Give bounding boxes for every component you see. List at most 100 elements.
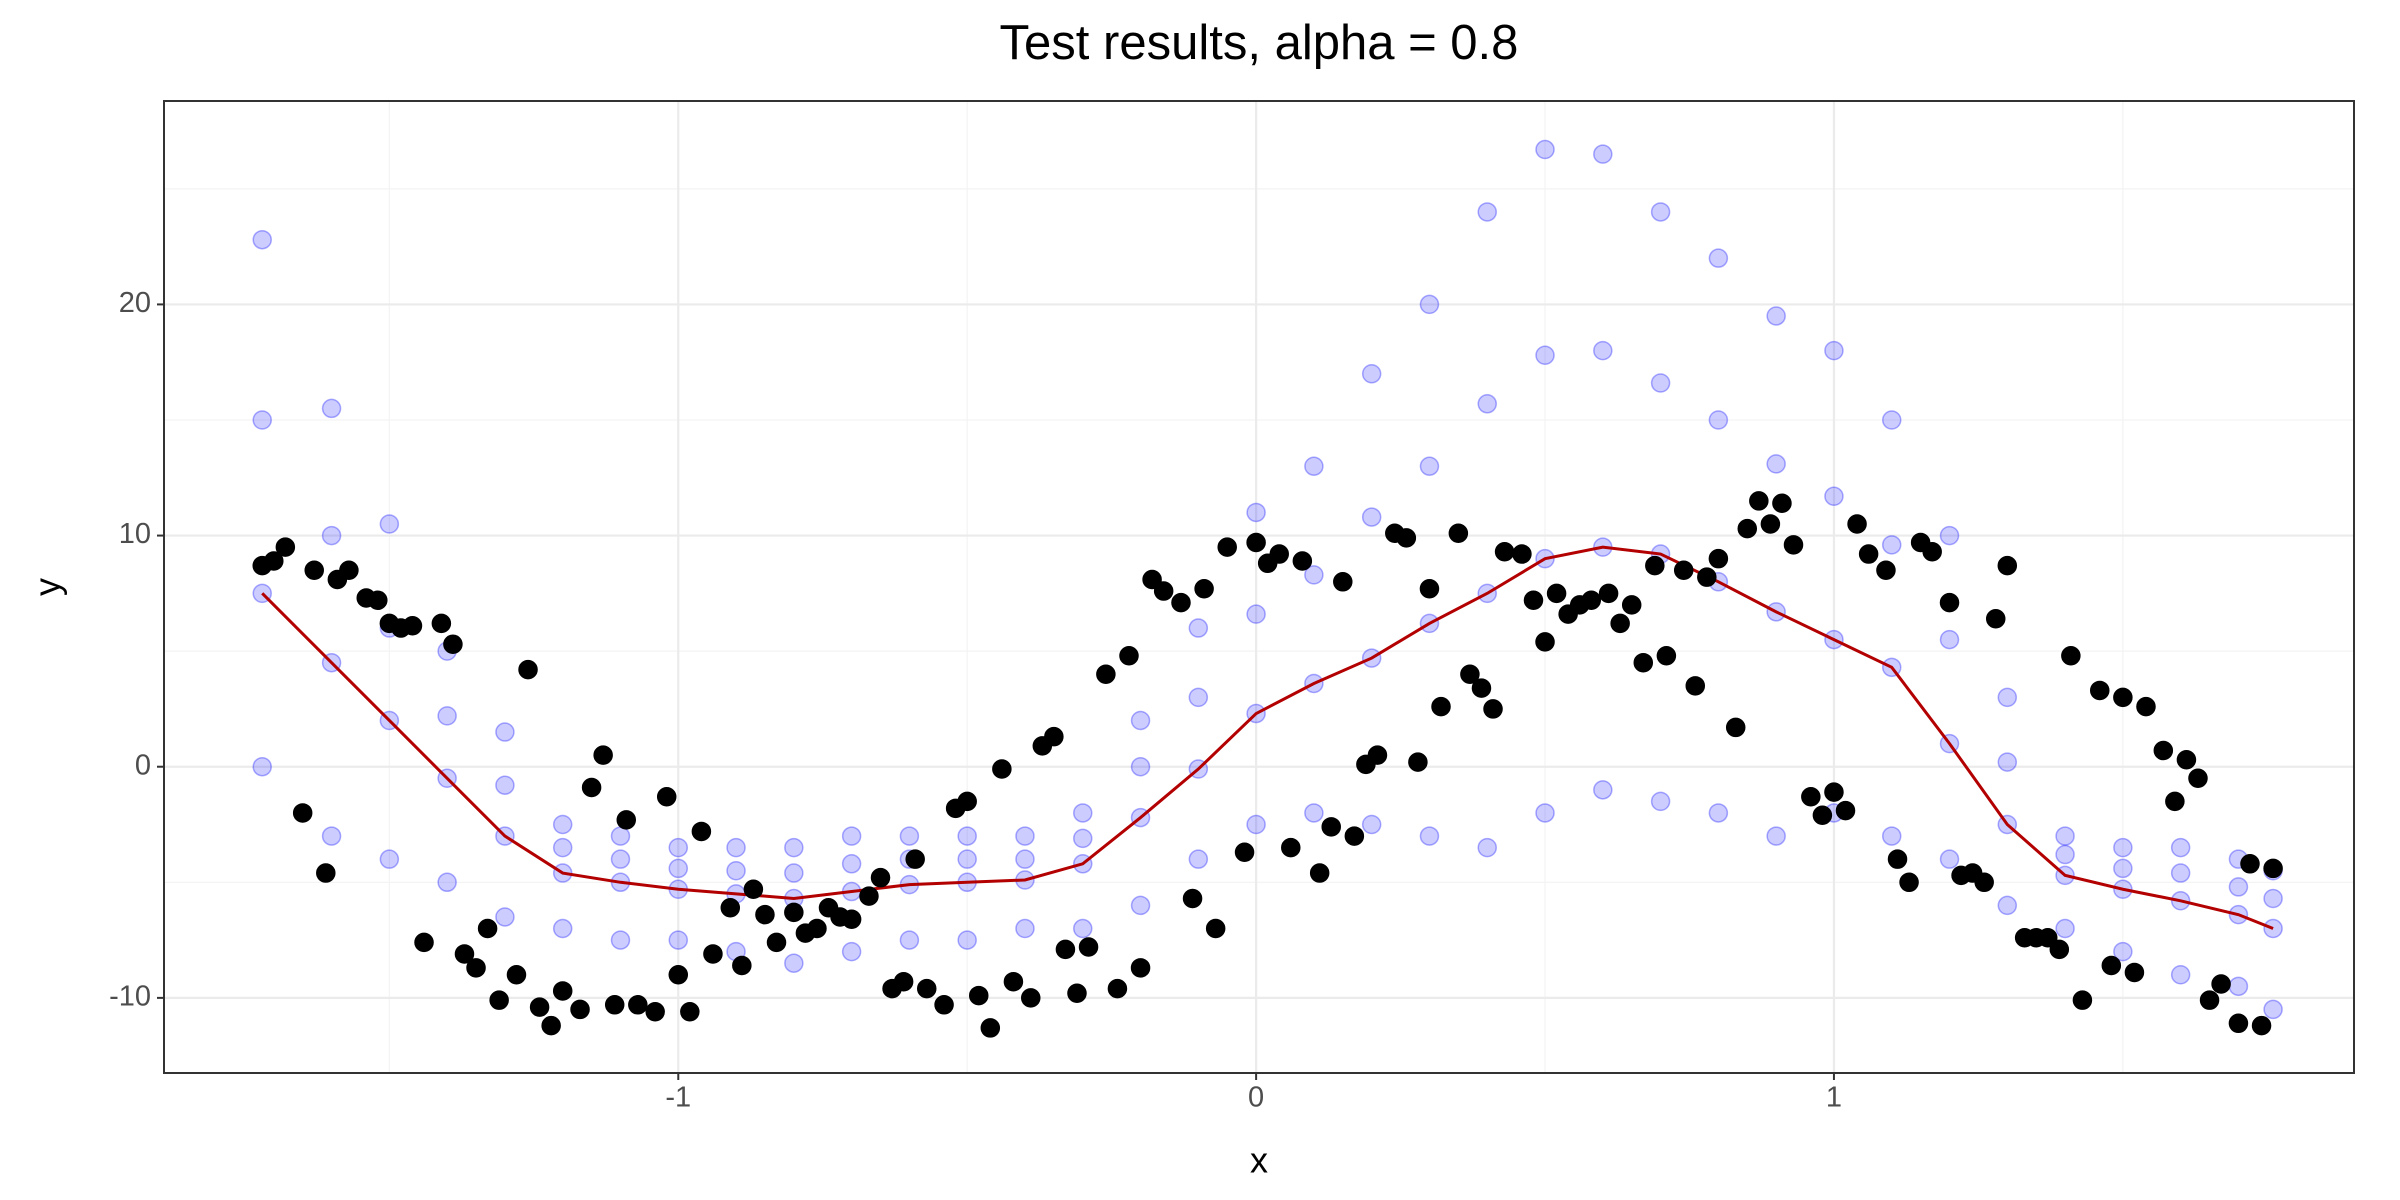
point: [905, 849, 925, 869]
point: [916, 978, 937, 999]
point: [1246, 502, 1266, 523]
point: [2037, 928, 2058, 948]
point: [495, 775, 515, 795]
point: [957, 826, 977, 846]
point: [1997, 555, 2018, 576]
point: [1188, 618, 1209, 638]
point: [264, 551, 284, 571]
point: [726, 837, 746, 858]
point: [1824, 486, 1844, 507]
point: [1593, 144, 1613, 164]
point: [1656, 646, 1677, 666]
point: [477, 918, 498, 939]
point: [1107, 978, 1128, 999]
point: [1073, 803, 1093, 823]
point: [495, 907, 515, 927]
point: [2199, 990, 2220, 1010]
point: [1535, 632, 1555, 652]
point: [1650, 791, 1671, 812]
y-tick-label: 0: [135, 749, 151, 781]
point: [680, 1001, 700, 1022]
point: [552, 981, 573, 1001]
point: [1171, 592, 1191, 613]
point: [2170, 863, 2191, 883]
x-axis-title: x: [1250, 1140, 1268, 1181]
point: [1610, 613, 1630, 634]
point: [784, 902, 804, 923]
plot-border: [163, 100, 2355, 1074]
point: [1650, 373, 1671, 393]
point: [414, 932, 434, 953]
point: [1598, 583, 1619, 604]
point: [2055, 918, 2075, 939]
point: [1512, 544, 1532, 564]
x-tick-label: 0: [1248, 1082, 1264, 1114]
point: [1523, 590, 1544, 611]
point: [2049, 939, 2070, 960]
point: [1593, 780, 1613, 800]
x-tick-label: -1: [665, 1082, 691, 1114]
point: [968, 985, 989, 1006]
point: [1708, 248, 1729, 268]
point: [437, 872, 457, 893]
point: [1772, 493, 1792, 513]
point: [899, 826, 920, 846]
point: [321, 525, 342, 546]
point: [1460, 664, 1480, 685]
point: [1824, 340, 1844, 361]
point: [1073, 828, 1093, 849]
point: [899, 930, 920, 950]
point: [529, 997, 550, 1017]
point: [1015, 849, 1035, 869]
point: [668, 858, 689, 879]
point: [2090, 680, 2110, 701]
point: [668, 837, 689, 858]
point: [2136, 696, 2156, 717]
point: [1367, 745, 1388, 765]
point: [1766, 826, 1786, 846]
chart-title: Test results, alpha = 0.8: [1000, 16, 1519, 70]
point: [1997, 752, 2018, 772]
point: [1708, 410, 1729, 430]
point: [2113, 687, 2133, 708]
point: [656, 787, 677, 807]
point: [2263, 858, 2283, 879]
point: [1055, 939, 1076, 960]
point: [1471, 678, 1492, 698]
point: [870, 867, 891, 888]
point: [1760, 514, 1781, 534]
point: [1997, 895, 2018, 916]
point: [1396, 528, 1417, 548]
point: [1119, 646, 1139, 666]
point: [604, 995, 625, 1015]
point: [1708, 548, 1729, 569]
point: [1096, 664, 1116, 685]
y-tick-label: -10: [109, 981, 151, 1013]
point: [1985, 609, 2006, 629]
point: [1546, 583, 1567, 604]
point: [1188, 687, 1209, 708]
point: [1673, 560, 1694, 580]
point: [1708, 803, 1729, 823]
point: [2176, 750, 2197, 770]
point: [1130, 710, 1151, 731]
point: [2165, 791, 2185, 812]
point: [495, 722, 515, 742]
point: [1749, 491, 1769, 511]
point: [1130, 756, 1151, 777]
point: [2072, 990, 2093, 1010]
point: [859, 886, 879, 906]
point: [610, 930, 631, 950]
point: [1783, 535, 1804, 555]
y-axis-title: y: [27, 578, 68, 596]
point: [1130, 895, 1151, 916]
point: [1535, 345, 1555, 366]
point: [616, 810, 637, 830]
point: [379, 514, 400, 534]
point: [1812, 805, 1833, 826]
point: [1246, 604, 1266, 624]
point: [2263, 888, 2283, 909]
point: [691, 821, 712, 842]
point: [2228, 976, 2249, 997]
point: [1003, 971, 1024, 992]
